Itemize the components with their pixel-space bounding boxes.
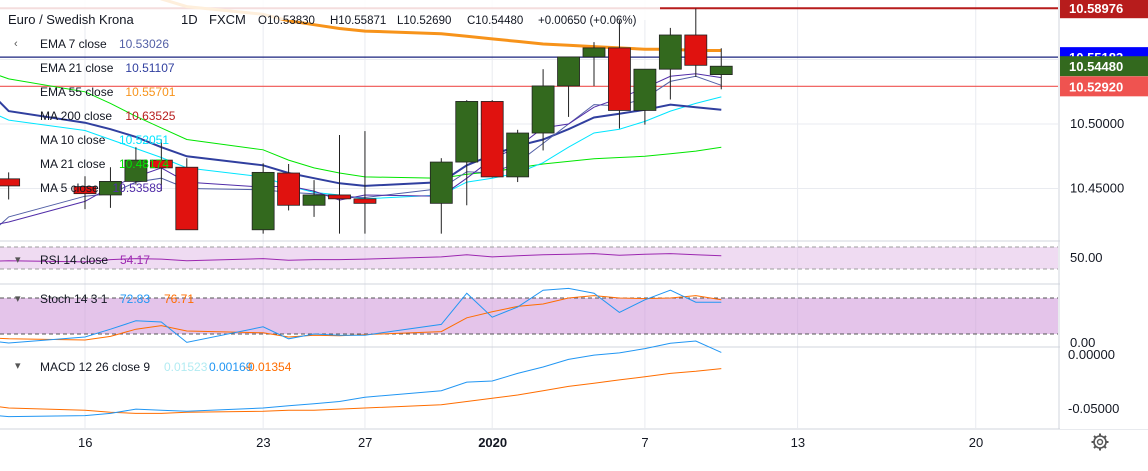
ohlc-l: L10.52690 <box>397 15 451 27</box>
date-tick: 20 <box>969 435 983 450</box>
macd-line-value: 0.00169 <box>209 360 253 374</box>
ma10-line <box>0 96 722 200</box>
ohlc-h: H10.55871 <box>330 15 386 27</box>
rsi-line <box>0 253 722 263</box>
candle-body <box>302 194 326 206</box>
macd-axis-tick: -0.05000 <box>1068 401 1119 416</box>
candle-body <box>582 47 606 58</box>
candle-body <box>353 198 377 204</box>
legend-item[interactable]: MA 21 close 10.48174 <box>40 157 169 171</box>
stoch-band <box>0 298 1058 334</box>
candle-body <box>608 47 631 111</box>
legend-value: 10.63525 <box>125 109 175 123</box>
candle-body <box>506 132 530 178</box>
stoch-k-line <box>0 287 722 344</box>
macd-signal-value: -0.01354 <box>244 360 292 374</box>
rsi-value: 54.17 <box>120 253 150 267</box>
candle-body <box>658 34 682 70</box>
rsi-axis-tick: 50.00 <box>1070 250 1103 265</box>
legend-name: MA 5 close <box>40 181 99 195</box>
legend-value: 10.53589 <box>113 181 163 195</box>
candle-body <box>709 65 733 75</box>
legend-item[interactable]: MA 10 close 10.52051 <box>40 133 169 147</box>
legend-name: EMA 55 close <box>40 85 114 99</box>
candle-body <box>480 101 504 178</box>
stoch-name: Stoch 14 3 1 <box>40 292 108 306</box>
ohlc-o: O10.53830 <box>258 15 315 27</box>
price-badge <box>1060 0 1148 19</box>
price-badge <box>1060 56 1148 77</box>
candle-body <box>557 56 580 87</box>
candle-body <box>73 186 97 195</box>
legend-name: MA 200 close <box>40 109 112 123</box>
price-badge <box>1060 76 1148 97</box>
ma21-line <box>0 75 722 179</box>
candle-body <box>99 181 122 196</box>
legend-value: 10.51107 <box>125 61 174 75</box>
macd-name: MACD 12 26 close 9 <box>40 360 150 374</box>
rsi-name: RSI 14 close <box>40 253 108 267</box>
candle-body <box>633 68 657 111</box>
macd-signal-line <box>0 368 722 414</box>
legend-item[interactable]: MA 200 close 10.63525 <box>40 109 176 123</box>
legend-name: EMA 7 close <box>40 37 107 51</box>
date-tick: 16 <box>78 435 92 450</box>
legend-value: 10.53026 <box>119 37 169 51</box>
change-value: +0.00650 (+0.06%) <box>538 15 637 27</box>
date-tick: 23 <box>256 435 270 450</box>
legend-value: 10.55701 <box>125 85 175 99</box>
candle-body <box>251 171 275 231</box>
candle-body <box>149 159 173 169</box>
price-badge-label: 10.52920 <box>1069 79 1123 94</box>
date-tick: 27 <box>358 435 372 450</box>
price-badge-label: 10.58976 <box>1069 1 1123 16</box>
panel-chevron-icon[interactable]: ▾ <box>15 360 21 372</box>
date-tick: 2020 <box>478 435 507 450</box>
legend-item[interactable]: EMA 55 close 10.55701 <box>40 85 176 99</box>
symbol-title: Euro / Swedish Krona <box>8 12 135 27</box>
date-tick: 13 <box>791 435 805 450</box>
collapse-chevron-icon[interactable]: ‹ <box>14 38 18 50</box>
legend-name: EMA 21 close <box>40 61 114 75</box>
candle-body <box>0 178 21 187</box>
rsi-band <box>0 247 1058 269</box>
stoch-d-value: 76.71 <box>164 292 194 306</box>
candle-body <box>175 166 199 231</box>
price-tick: 10.45000 <box>1070 181 1124 196</box>
header-bg <box>0 0 660 20</box>
candle-body <box>328 194 351 200</box>
settings-gear-icon[interactable] <box>1090 432 1110 452</box>
legend-name: MA 21 close <box>40 157 106 171</box>
stoch-k-value: 72.83 <box>120 292 150 306</box>
macd-axis-tick: 0.00000 <box>1068 347 1115 362</box>
date-tick: 7 <box>641 435 648 450</box>
panel-chevron-icon[interactable]: ▾ <box>15 293 21 305</box>
legend-item[interactable]: EMA 21 close 10.51107 <box>40 61 175 75</box>
macd-hist-value: 0.01523 <box>164 360 208 374</box>
price-tick: 10.50000 <box>1070 116 1124 131</box>
panel-chevron-icon[interactable]: ▾ <box>15 254 21 266</box>
candle-body <box>531 85 555 134</box>
macd-line <box>0 340 722 418</box>
candle-body <box>277 172 301 206</box>
interval-label: 1D <box>181 12 198 27</box>
legend-item[interactable]: MA 5 close 10.53589 <box>40 181 163 195</box>
stoch-axis-tick: 0.00 <box>1070 335 1095 350</box>
price-badge-label: 10.54480 <box>1069 59 1123 74</box>
stoch-d-line <box>0 295 722 341</box>
ohlc-c: C10.54480 <box>467 15 523 27</box>
legend-value: 10.48174 <box>119 157 169 171</box>
legend-name: MA 10 close <box>40 133 106 147</box>
candle-body <box>124 159 148 182</box>
legend-value: 10.52051 <box>119 133 169 147</box>
candle-body <box>429 161 453 204</box>
candle-body <box>684 34 708 66</box>
candle-body <box>455 101 479 163</box>
ema21-line <box>0 100 722 187</box>
legend-item[interactable]: EMA 7 close 10.53026 <box>40 37 169 51</box>
exchange-label: FXCM <box>209 12 246 27</box>
